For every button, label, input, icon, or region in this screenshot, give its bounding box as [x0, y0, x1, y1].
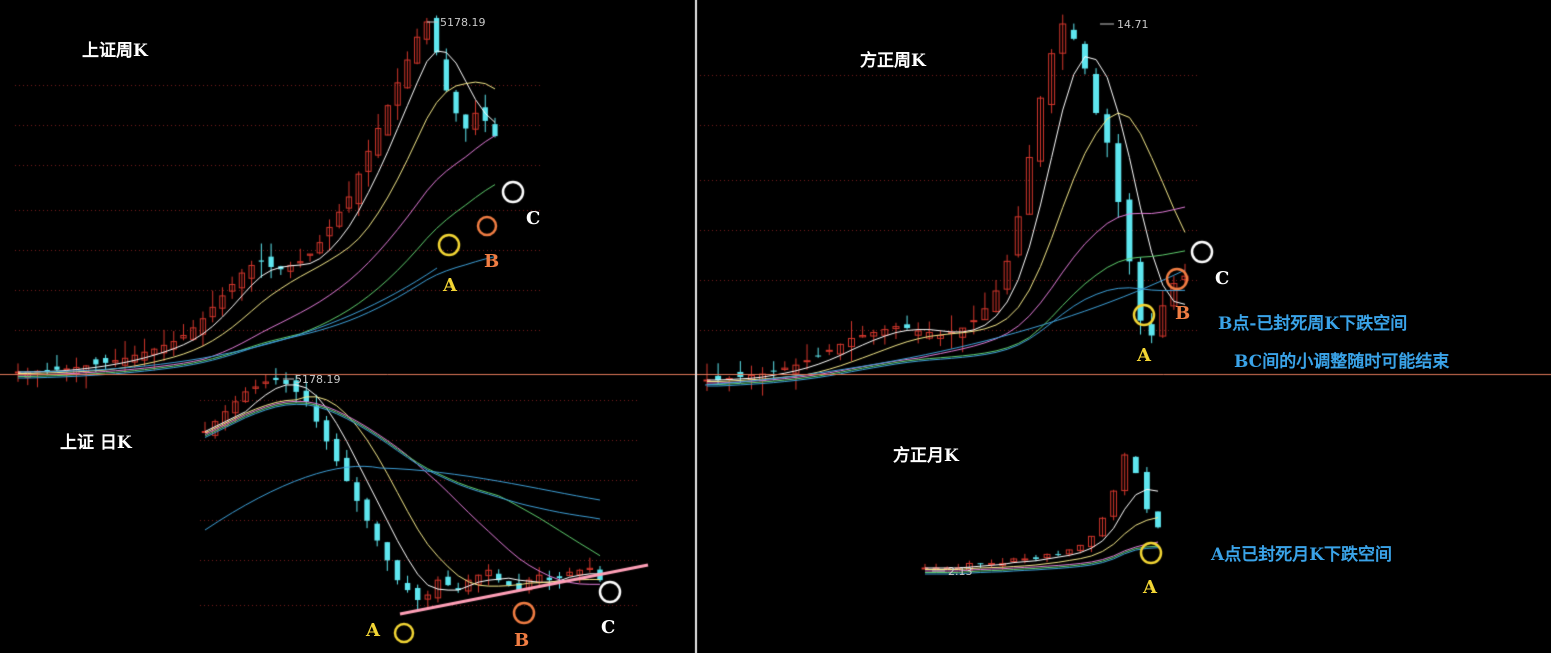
note-fz-weekly-b: B点-已封死周K下跌空间	[1218, 314, 1408, 334]
fz-monthly-point-a: A	[1143, 577, 1157, 598]
fz-weekly-point-a: A	[1137, 345, 1151, 366]
sh-weekly-point-a: A	[443, 275, 457, 296]
sh-weekly-title: 上证周K	[82, 41, 148, 61]
sh-daily-title: 上证 日K	[60, 433, 132, 453]
sh-daily-high-label: 5178.19	[295, 373, 341, 386]
note-fz-monthly-a: A点已封死月K下跌空间	[1211, 545, 1392, 565]
fz-monthly-low-label: 2.13	[948, 565, 973, 578]
sh-daily-point-b: B	[514, 630, 530, 651]
fz-weekly-point-c: C	[1215, 268, 1230, 289]
note-fz-weekly-bc: BC间的小调整随时可能结束	[1234, 352, 1450, 372]
fz-weekly-title: 方正周K	[860, 51, 926, 71]
fz-weekly-high-label: 14.71	[1117, 18, 1149, 31]
fz-weekly-point-b: B	[1175, 303, 1191, 324]
sh-weekly-point-b: B	[484, 251, 500, 272]
sh-weekly-high-label: 5178.19	[440, 16, 486, 29]
fz-monthly-title: 方正月K	[893, 446, 959, 466]
sh-daily-point-a: A	[366, 620, 380, 641]
sh-weekly-point-c: C	[526, 208, 541, 229]
sh-daily-point-c: C	[601, 617, 616, 638]
